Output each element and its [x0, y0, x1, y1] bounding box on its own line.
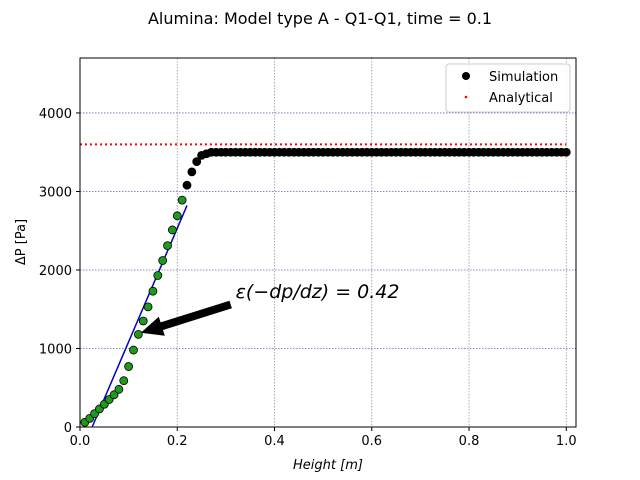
simulation-point — [124, 362, 134, 371]
y-axis-label: ΔP [Pa] — [14, 219, 29, 265]
simulation-point — [153, 271, 163, 280]
simulation-point — [158, 256, 168, 265]
x-tick-label: 0.8 — [459, 434, 480, 449]
x-axis-label: Height [m] — [293, 458, 363, 473]
annotation-group: ε(−dp/dz) = 0.42 — [140, 281, 400, 336]
simulation-point — [187, 167, 197, 177]
simulation-point — [133, 329, 143, 339]
legend-simulation-marker — [462, 72, 470, 80]
axes-frame — [79, 57, 577, 428]
y-tick-label: 1000 — [39, 342, 72, 357]
axes-background — [80, 58, 576, 427]
annotation-arrow — [140, 300, 232, 336]
simulation-point — [138, 316, 148, 326]
plot-area: ε(−dp/dz) = 0.42 0.0 0.2 0.4 0.6 0.8 1.0 0 100… — [39, 57, 577, 449]
fit-line — [91, 205, 188, 428]
legend-simulation-label: Simulation — [489, 70, 558, 85]
y-tick-label: 2000 — [39, 264, 72, 279]
simulation-point — [163, 241, 172, 251]
fit-line-group — [91, 205, 188, 428]
simulation-point — [143, 302, 153, 312]
x-tick-label: 0.6 — [361, 434, 382, 449]
x-tick-label: 1.0 — [556, 434, 577, 449]
simulation-point — [177, 195, 187, 205]
simulation-point — [167, 225, 177, 235]
legend-analytical-marker — [464, 95, 468, 99]
simulation-point — [192, 157, 202, 167]
simulation-point — [172, 211, 182, 221]
annotation-text: ε(−dp/dz) = 0.42 — [236, 281, 400, 303]
x-tick-label: 0.2 — [167, 434, 188, 449]
legend-analytical-label: Analytical — [489, 91, 553, 106]
chart-title: Alumina: Model type A - Q1-Q1, time = 0.… — [148, 9, 492, 28]
x-tick-label: 0.0 — [70, 434, 91, 449]
simulation-point — [114, 384, 124, 394]
simulation-point — [109, 390, 119, 400]
x-tick-label: 0.4 — [264, 434, 285, 449]
y-tick-label: 3000 — [39, 185, 72, 200]
simulation-point — [119, 376, 129, 386]
simulation-series — [80, 147, 571, 427]
x-axis-ticks: 0.0 0.2 0.4 0.6 0.8 1.0 — [70, 427, 577, 449]
y-tick-label: 4000 — [39, 107, 72, 122]
simulation-point — [182, 180, 192, 190]
simulation-point — [561, 147, 571, 157]
legend: Simulation Analytical — [445, 63, 571, 113]
y-tick-label: 0 — [64, 421, 72, 436]
y-axis-ticks: 0 1000 2000 3000 4000 — [39, 107, 80, 436]
legend-box — [445, 63, 571, 113]
simulation-point — [129, 345, 138, 355]
simulation-point — [148, 286, 158, 296]
